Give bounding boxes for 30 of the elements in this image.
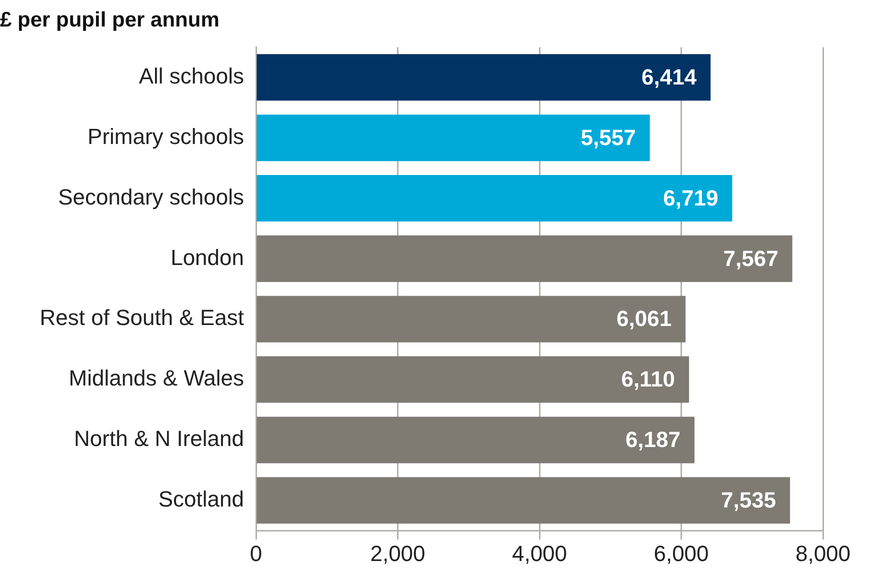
x-tick-label: 0 (250, 540, 262, 566)
bar (256, 477, 790, 524)
bar (256, 235, 792, 282)
bar (256, 416, 695, 464)
x-tick-label: 6,000 (654, 540, 709, 566)
bar (256, 175, 732, 222)
bar (256, 114, 650, 162)
data-label: 6,414 (642, 64, 698, 90)
bar (256, 356, 690, 403)
y-tick-label: Primary schools (88, 124, 244, 149)
y-tick-label: All schools (138, 63, 244, 88)
y-tick-label: Secondary schools (58, 184, 244, 210)
x-tick-label: 4,000 (512, 540, 568, 566)
data-label: 6,061 (616, 306, 672, 332)
data-label: 6,719 (663, 185, 718, 210)
y-tick-label: Rest of South & East (40, 305, 244, 330)
data-label: 6,187 (625, 427, 681, 452)
y-tick-label: Scotland (158, 486, 244, 512)
data-label: 7,567 (723, 246, 778, 271)
y-tick-label: London (170, 244, 244, 270)
bar (256, 296, 686, 342)
data-label: 7,535 (720, 487, 776, 512)
data-label: 5,557 (580, 124, 636, 150)
x-tick-label: 8,000 (795, 540, 851, 566)
y-tick-label: Midlands & Wales (68, 366, 244, 391)
x-tick-label: 2,000 (370, 540, 426, 566)
chart-title: £ per pupil per annum (0, 8, 220, 32)
data-label: 6,110 (621, 366, 676, 392)
y-tick-label: North & N Ireland (74, 426, 244, 452)
bar (256, 54, 711, 101)
